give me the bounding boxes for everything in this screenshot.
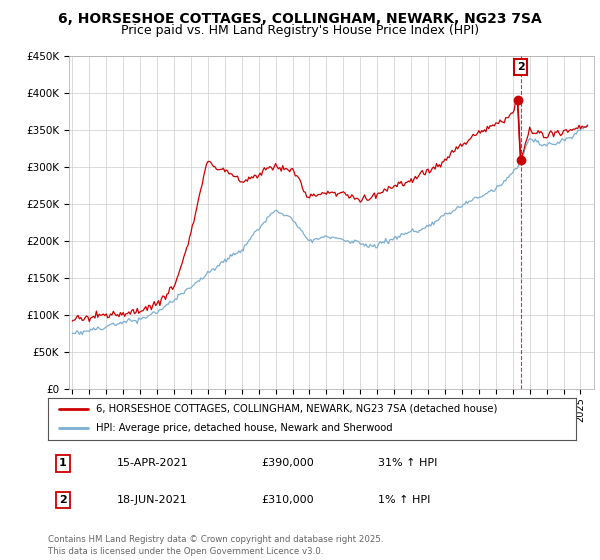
Text: HPI: Average price, detached house, Newark and Sherwood: HPI: Average price, detached house, Newa… xyxy=(95,423,392,433)
Text: Contains HM Land Registry data © Crown copyright and database right 2025.
This d: Contains HM Land Registry data © Crown c… xyxy=(48,535,383,556)
Text: 2: 2 xyxy=(517,62,524,72)
Text: 1: 1 xyxy=(59,459,67,468)
Text: 2: 2 xyxy=(59,495,67,505)
Text: 15-APR-2021: 15-APR-2021 xyxy=(117,459,188,468)
Text: Price paid vs. HM Land Registry's House Price Index (HPI): Price paid vs. HM Land Registry's House … xyxy=(121,24,479,37)
Text: 6, HORSESHOE COTTAGES, COLLINGHAM, NEWARK, NG23 7SA: 6, HORSESHOE COTTAGES, COLLINGHAM, NEWAR… xyxy=(58,12,542,26)
Text: 31% ↑ HPI: 31% ↑ HPI xyxy=(378,459,437,468)
Text: 1% ↑ HPI: 1% ↑ HPI xyxy=(378,495,430,505)
Text: £310,000: £310,000 xyxy=(261,495,314,505)
Text: 18-JUN-2021: 18-JUN-2021 xyxy=(117,495,188,505)
Text: £390,000: £390,000 xyxy=(261,459,314,468)
Text: 6, HORSESHOE COTTAGES, COLLINGHAM, NEWARK, NG23 7SA (detached house): 6, HORSESHOE COTTAGES, COLLINGHAM, NEWAR… xyxy=(95,404,497,414)
